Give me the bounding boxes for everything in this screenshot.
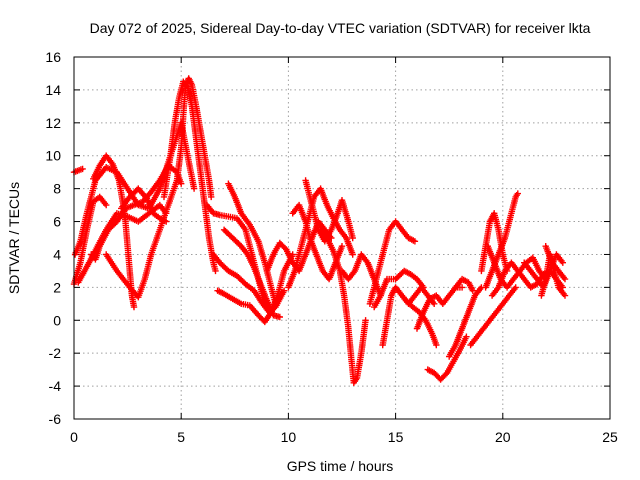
y-tick-label: 0 bbox=[53, 312, 61, 328]
data-series-arc-26 bbox=[424, 333, 470, 383]
data-series-arc-19 bbox=[317, 226, 369, 386]
data-series-arc-08 bbox=[118, 185, 170, 225]
x-tick-label: 5 bbox=[177, 429, 185, 445]
data-points bbox=[70, 75, 569, 386]
x-tick-labels: 0 5 10 15 20 25 bbox=[70, 429, 618, 445]
x-axis-label: GPS time / hours bbox=[287, 458, 394, 474]
data-series-arc-27 bbox=[446, 284, 485, 360]
data-series-arc-31 bbox=[482, 190, 521, 291]
data-series-arc-14 bbox=[214, 287, 275, 326]
y-tick-label: 16 bbox=[45, 49, 61, 65]
data-series-arc-05 bbox=[88, 162, 185, 263]
y-tick-label: -2 bbox=[49, 345, 62, 361]
data-series-arc-13 bbox=[225, 180, 279, 307]
y-tick-label: -4 bbox=[49, 378, 62, 394]
y-tick-label: 2 bbox=[53, 279, 61, 295]
data-series-arc-22 bbox=[371, 267, 427, 311]
data-series-arc-29 bbox=[467, 284, 519, 349]
y-tick-label: 6 bbox=[53, 214, 61, 230]
data-series-arc-36 bbox=[542, 243, 569, 283]
x-tick-label: 15 bbox=[388, 429, 404, 445]
y-tick-label: 12 bbox=[45, 115, 61, 131]
chart-title: Day 072 of 2025, Sidereal Day-to-day VTE… bbox=[90, 20, 591, 36]
y-tick-labels: -6 -4 -2 0 2 4 6 8 10 12 14 16 bbox=[45, 49, 61, 427]
plot-frame bbox=[73, 56, 611, 420]
data-series-arc-28 bbox=[452, 275, 476, 294]
x-tick-label: 25 bbox=[602, 429, 618, 445]
x-tick-label: 20 bbox=[495, 429, 511, 445]
y-tick-label: -6 bbox=[49, 411, 62, 427]
y-tick-label: 10 bbox=[45, 148, 61, 164]
data-series-arc-25 bbox=[413, 284, 466, 332]
data-series-arc-09 bbox=[160, 78, 219, 275]
data-series-arc-23 bbox=[379, 284, 438, 349]
y-axis-label: SDTVAR / TECUs bbox=[6, 182, 22, 294]
data-series-arc-21 bbox=[366, 218, 419, 307]
x-tick-label: 10 bbox=[281, 429, 297, 445]
data-series-arc-01 bbox=[70, 165, 86, 176]
y-tick-label: 14 bbox=[45, 82, 61, 98]
y-tick-label: 8 bbox=[53, 181, 61, 197]
y-tick-label: 4 bbox=[53, 246, 61, 262]
x-tick-label: 0 bbox=[70, 429, 78, 445]
